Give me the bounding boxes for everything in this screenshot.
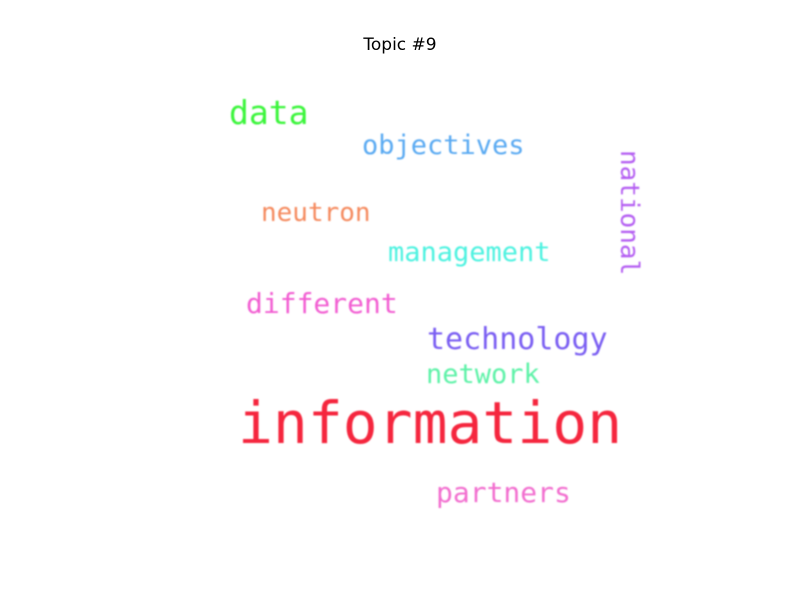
- word-technology: technology: [427, 322, 608, 357]
- word-different: different: [246, 287, 398, 320]
- word-partners: partners: [436, 476, 571, 509]
- word-cloud: data objectives national neutron managem…: [224, 76, 656, 536]
- word-information: information: [238, 389, 623, 457]
- word-national: national: [614, 150, 644, 276]
- figure-title: Topic #9: [363, 35, 437, 55]
- word-data: data: [229, 93, 309, 132]
- word-neutron: neutron: [261, 198, 371, 228]
- word-objectives: objectives: [362, 130, 525, 161]
- word-management: management: [388, 237, 551, 268]
- word-network: network: [426, 359, 540, 390]
